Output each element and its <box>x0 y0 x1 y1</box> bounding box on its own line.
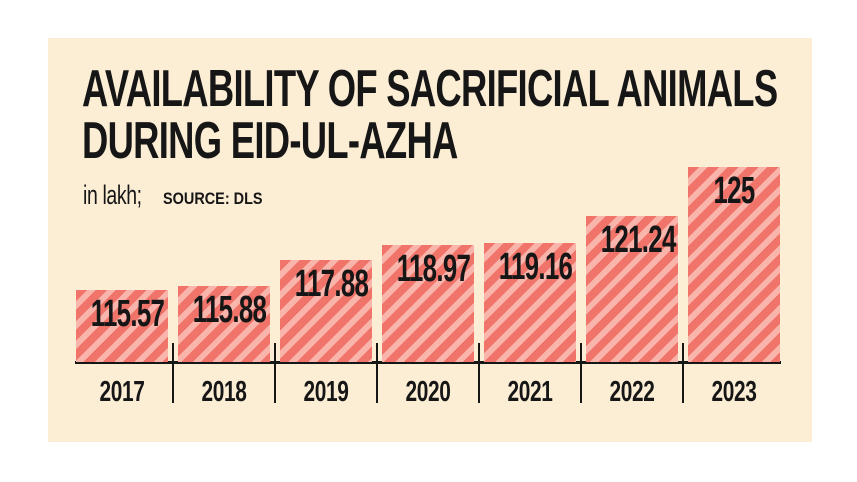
chart-title-line-1: AVAILABILITY OF SACRIFICIAL ANIMALS <box>82 60 778 118</box>
x-axis-tick <box>478 343 480 403</box>
chart-card: AVAILABILITY OF SACRIFICIAL ANIMALS DURI… <box>48 38 812 442</box>
x-axis-tick <box>682 343 684 403</box>
x-axis-label-2021: 2021 <box>507 376 553 408</box>
x-axis-tick <box>274 343 276 403</box>
bar-value-label-2020: 118.97 <box>396 248 471 290</box>
bar-value-label-2017: 115.57 <box>90 293 165 335</box>
bar-chart: 115.57 2017 115.88 2018 117.88 2019 118.97 2020… <box>48 38 812 442</box>
chart-title-line-2: DURING EID-UL-AZHA <box>82 112 458 170</box>
bar-value-label-2019: 117.88 <box>294 263 369 305</box>
x-axis-tick <box>580 343 582 403</box>
bar-value-label-2018: 115.88 <box>192 289 267 331</box>
chart-subtitle: in lakh; SOURCE: DLS <box>83 180 280 211</box>
bar-2021 <box>484 243 576 362</box>
x-axis-label-2020: 2020 <box>405 376 451 408</box>
bar-value-label-2021: 119.16 <box>498 246 573 288</box>
x-axis-label-2019: 2019 <box>303 376 349 408</box>
x-axis-tick <box>376 343 378 403</box>
x-axis-label-2017: 2017 <box>99 376 145 408</box>
bar-2022 <box>586 216 678 362</box>
bar-2018 <box>178 286 270 362</box>
bar-2019 <box>280 260 372 362</box>
bar-2020 <box>382 245 474 362</box>
unit-label: in lakh; <box>83 180 142 210</box>
x-axis-label-2018: 2018 <box>201 376 247 408</box>
x-axis-label-2023: 2023 <box>711 376 757 408</box>
source-label: SOURCE: DLS <box>163 189 263 208</box>
x-axis-line <box>75 361 781 364</box>
bar-value-label-2022: 121.24 <box>600 219 677 261</box>
bar-2017 <box>76 290 168 362</box>
bar-2023 <box>688 167 780 362</box>
bar-value-label-2023: 125 <box>713 170 755 212</box>
x-axis-tick <box>172 343 174 403</box>
x-axis-label-2022: 2022 <box>609 376 655 408</box>
